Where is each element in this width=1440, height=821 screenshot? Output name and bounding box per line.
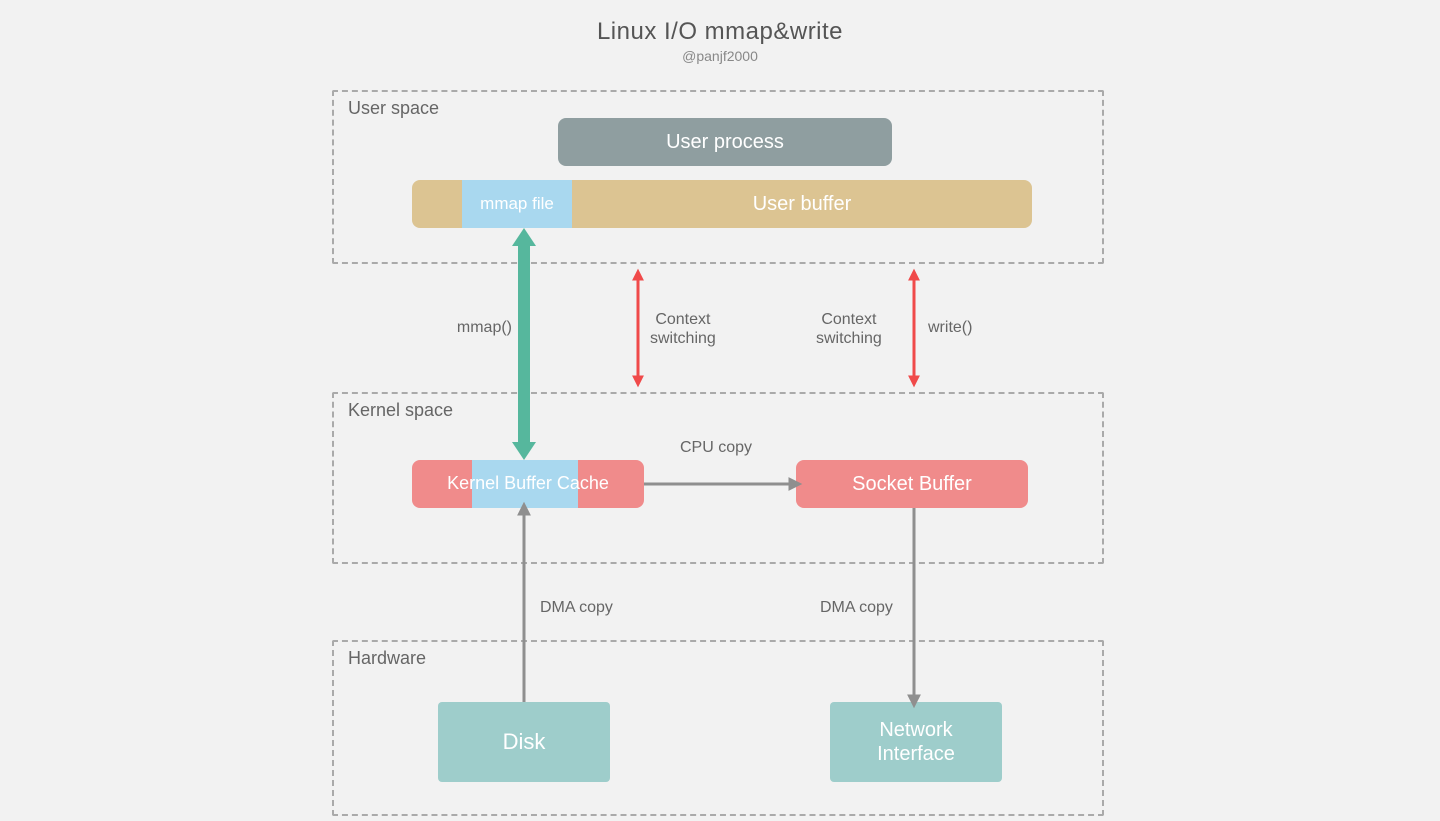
label-cpu-copy: CPU copy	[680, 438, 752, 457]
label-dma-copy-1: DMA copy	[540, 598, 613, 617]
diagram-canvas: User space Kernel space Hardware User pr…	[0, 0, 1440, 821]
node-disk: Disk	[438, 702, 610, 782]
node-kernel-buffer-label: Kernel Buffer Cache	[412, 460, 644, 508]
label-dma-copy-2: DMA copy	[820, 598, 893, 617]
label-context-switch-2: Context switching	[816, 310, 882, 348]
node-socket-buffer: Socket Buffer	[796, 460, 1028, 508]
zone-user-space: User space	[332, 90, 1104, 264]
label-context-switch-1: Context switching	[650, 310, 716, 348]
zone-kernel-label: Kernel space	[348, 400, 453, 421]
node-mmap-file: mmap file	[462, 180, 572, 228]
label-mmap: mmap()	[452, 318, 512, 337]
node-user-buffer-label: User buffer	[572, 180, 1032, 228]
node-user-process: User process	[558, 118, 892, 166]
zone-user-label: User space	[348, 98, 439, 119]
node-network-interface: Network Interface	[830, 702, 1002, 782]
zone-hw-label: Hardware	[348, 648, 426, 669]
label-write: write()	[928, 318, 972, 337]
